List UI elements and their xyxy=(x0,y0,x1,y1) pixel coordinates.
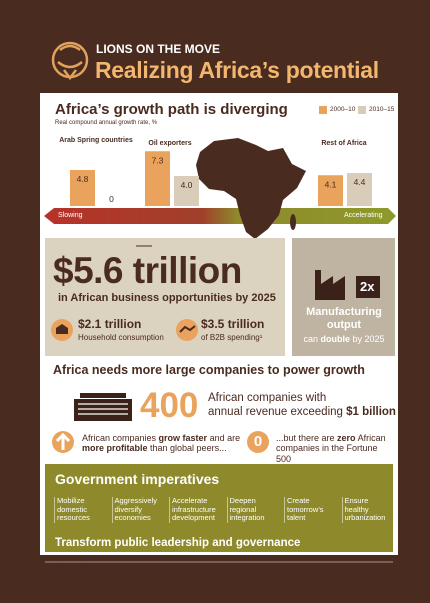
stat-value: $2.1 trillion xyxy=(78,317,142,331)
value-label: 4.1 xyxy=(325,179,337,189)
manufacturing-text: can double by 2025 xyxy=(296,334,392,344)
building-lines xyxy=(78,403,128,415)
big-number: 400 xyxy=(140,386,199,425)
text: African companies in the Fortune 500 xyxy=(276,433,386,464)
page-title: Realizing Africa’s potential xyxy=(95,57,379,83)
subtitle: Real compound annual growth rate, % xyxy=(55,120,158,126)
text-bold: zero xyxy=(337,433,356,443)
up-arrow-icon xyxy=(55,432,71,450)
legend-label: 2010–15 xyxy=(369,106,395,113)
category-label: Oil exporters xyxy=(148,140,192,147)
icon xyxy=(176,319,198,341)
category-label: Arab Spring countries xyxy=(59,137,133,144)
bar xyxy=(145,151,170,206)
legend-label: 2000–10 xyxy=(330,106,356,113)
brand: McKinsey&Company xyxy=(306,564,386,574)
house-icon xyxy=(56,324,68,334)
trend-label: Accelerating xyxy=(344,212,383,219)
value-label: 4.0 xyxy=(181,180,193,190)
imperative: Mobilize domestic resources xyxy=(54,496,107,523)
stat-value: $3.5 trillion xyxy=(201,317,265,331)
lion-logo xyxy=(51,41,89,81)
africa-map xyxy=(196,138,306,239)
icon-label: 0 xyxy=(253,433,263,450)
factory-icon xyxy=(315,270,345,300)
text: annual revenue exceeding xyxy=(208,406,347,418)
section-title: Africa needs more large companies to pow… xyxy=(53,363,365,377)
factory-icon xyxy=(356,276,380,298)
section-title: Africa’s growth path is diverging xyxy=(55,101,288,118)
footnote: ¹Business-to-business spending xyxy=(56,565,127,571)
imperative: Aggressively diversify economies xyxy=(111,496,165,523)
text-bold: double xyxy=(320,334,350,344)
trend-arrow xyxy=(44,208,396,224)
value-label: 4.8 xyxy=(77,174,89,184)
text: can xyxy=(303,334,321,344)
value-label: 7.3 xyxy=(152,155,164,165)
icon xyxy=(247,431,269,453)
text: and are xyxy=(207,433,241,443)
text: African companies with xyxy=(208,392,327,404)
bar xyxy=(347,173,372,206)
legend-swatch xyxy=(358,106,366,114)
category-label: Rest of Africa xyxy=(321,140,367,147)
handshake-icon xyxy=(179,325,196,333)
text: by 2025 xyxy=(349,334,385,344)
text-bold: more profitable xyxy=(82,443,148,454)
text: than global peers... xyxy=(147,443,227,454)
manufacturing-title: Manufacturing output xyxy=(306,306,382,331)
madagascar xyxy=(290,214,296,230)
value-label: 4.4 xyxy=(354,177,366,187)
imperative: Ensure healthy urbanization xyxy=(341,496,395,523)
text-bold: grow faster xyxy=(158,433,208,443)
bar xyxy=(318,175,343,206)
kicker: LIONS ON THE MOVE xyxy=(96,42,221,56)
stat-label: of B2B spending¹ xyxy=(201,333,263,342)
stat-label: Household consumption xyxy=(78,333,164,342)
text-bold: $1 billion xyxy=(346,406,396,418)
text: ...but there are zero African companies … xyxy=(276,433,394,464)
trend-label: Slowing xyxy=(58,212,83,219)
headline-text: in African business opportunities by 202… xyxy=(58,292,276,304)
bar xyxy=(70,170,95,206)
text: annual revenue exceeding $1 billion xyxy=(208,406,396,419)
bar xyxy=(174,176,199,206)
government-footer: Transform public leadership and governan… xyxy=(55,537,301,549)
imperative: Create tomorrow’s talent xyxy=(284,496,337,523)
imperative: Deepen regional integration xyxy=(226,496,280,523)
value-label: 0 xyxy=(109,194,114,204)
building-icon xyxy=(74,393,132,421)
legend-swatch xyxy=(319,106,327,114)
opportunity-box xyxy=(45,238,285,356)
text: African companies grow faster and are mo… xyxy=(82,433,242,454)
headline: $5.6 trillion xyxy=(53,250,242,291)
text: ...but there are xyxy=(276,433,338,443)
text: African companies xyxy=(82,433,159,443)
imperative: Accelerate infrastructure development xyxy=(169,496,222,523)
icon-label: 2x xyxy=(360,279,375,294)
government-box xyxy=(45,464,393,552)
section-title: Government imperatives xyxy=(55,471,220,487)
